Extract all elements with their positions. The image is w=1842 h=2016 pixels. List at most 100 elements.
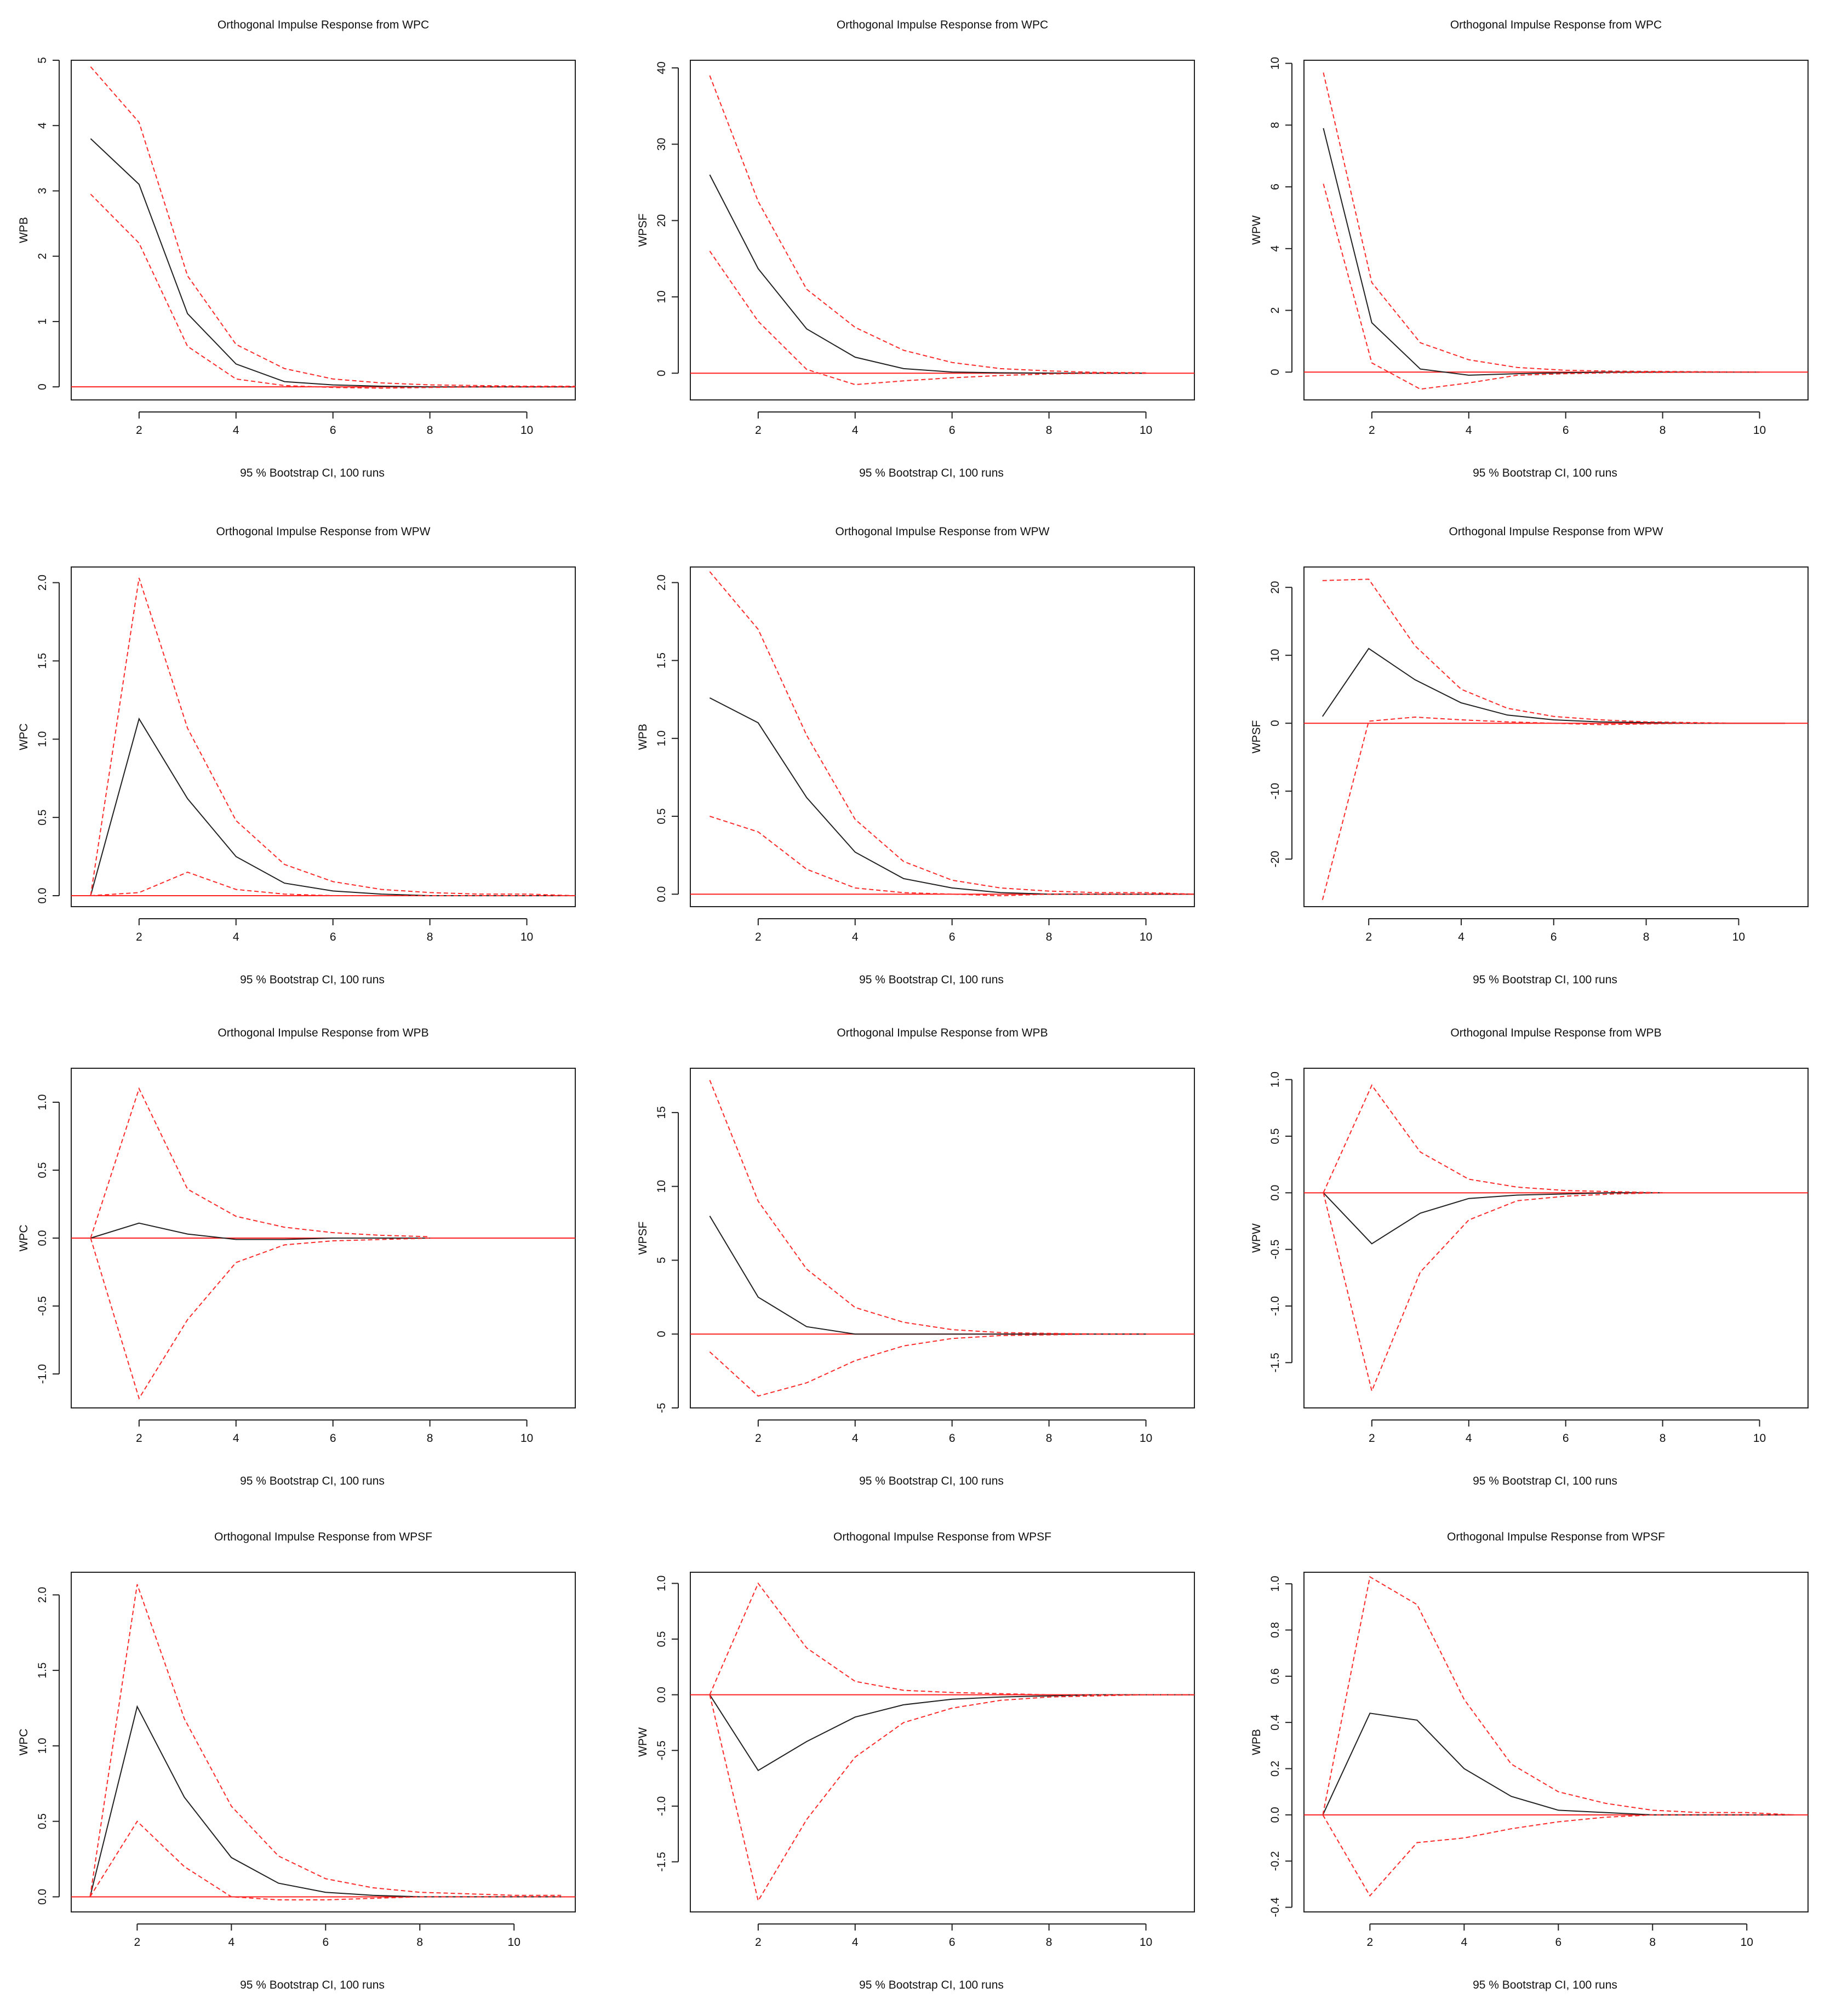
y-tick-label: 0.5 (36, 810, 49, 826)
y-tick-label: 1.0 (655, 1576, 668, 1591)
y-tick-label: 0.0 (36, 887, 49, 903)
y-tick-label: 5 (655, 1257, 668, 1264)
y-axis-label: WPSF (637, 1222, 649, 1255)
y-tick-label: 1 (36, 318, 49, 325)
response-line (709, 1216, 1146, 1335)
irf-chart: Orthogonal Impulse Response from WPW 0.0 0… (637, 525, 1195, 986)
irf-panel: Orthogonal Impulse Response from WPB -1.0… (11, 1019, 614, 1512)
x-tick-label: 10 (1140, 1432, 1152, 1445)
lower-ci-line (1323, 184, 1760, 390)
x-axis-label: 95 % Bootstrap CI, 100 runs (859, 467, 1004, 479)
y-tick-label: -1.5 (1269, 1353, 1282, 1372)
y-axis-label: WPSF (1250, 720, 1263, 754)
x-tick-label: 4 (1461, 1936, 1467, 1949)
y-tick-label: -0.4 (1269, 1897, 1282, 1917)
lower-ci-line (1323, 1192, 1663, 1393)
x-tick-label: 8 (1046, 1936, 1052, 1949)
x-axis-label: 95 % Bootstrap CI, 100 runs (1473, 1475, 1617, 1487)
y-axis-label: WPW (637, 1727, 649, 1757)
x-tick-label: 6 (330, 424, 336, 437)
x-axis-label: 95 % Bootstrap CI, 100 runs (859, 1475, 1004, 1487)
x-tick-label: 2 (1369, 1432, 1375, 1445)
y-tick-label: 3 (36, 188, 49, 194)
plot-frame (1303, 566, 1809, 907)
x-tick-label: 2 (755, 931, 762, 943)
chart-title: Orthogonal Impulse Response from WPW (216, 525, 431, 538)
y-tick-label: 0.0 (36, 1230, 49, 1246)
irf-chart: Orthogonal Impulse Response from WPB -1.5… (1250, 1027, 1809, 1487)
y-tick-label: 1.5 (36, 1663, 49, 1679)
lower-ci-line (709, 1694, 1194, 1903)
y-tick-label: 0 (1269, 720, 1282, 726)
y-tick-label: 5 (36, 57, 49, 64)
y-axis-label: WPB (1250, 1729, 1263, 1755)
chart-title: Orthogonal Impulse Response from WPW (1449, 525, 1663, 538)
y-tick-label: 0.6 (1269, 1668, 1282, 1684)
x-tick-label: 6 (330, 931, 336, 943)
irf-panel: Orthogonal Impulse Response from WPW 0.0 0… (11, 518, 614, 1011)
x-tick-label: 4 (233, 931, 239, 943)
y-tick-label: -20 (1269, 851, 1282, 867)
irf-panel: Orthogonal Impulse Response from WPC 0 2 4 6… (1244, 11, 1842, 504)
y-tick-label: 30 (655, 138, 668, 151)
x-tick-label: 2 (136, 424, 142, 437)
y-tick-label: 15 (655, 1106, 668, 1119)
x-tick-label: 6 (949, 424, 956, 437)
plot-frame (690, 1572, 1195, 1912)
y-tick-label: 0.5 (36, 1813, 49, 1829)
y-tick-label: 0 (655, 1331, 668, 1337)
y-tick-label: 0 (1269, 369, 1282, 375)
lower-ci-line (710, 816, 1194, 897)
y-tick-label: 1.0 (36, 1094, 49, 1110)
x-tick-label: 6 (949, 1936, 956, 1949)
y-tick-label: -5 (655, 1403, 668, 1413)
y-tick-label: 0.5 (655, 1631, 668, 1647)
x-tick-label: 4 (1458, 931, 1465, 943)
x-tick-label: 10 (1753, 1432, 1766, 1445)
lower-ci-line (709, 250, 1146, 386)
y-tick-label: 0.8 (1269, 1622, 1282, 1638)
x-tick-label: 10 (1741, 1936, 1753, 1949)
y-tick-label: 0.0 (655, 886, 668, 902)
y-tick-label: -0.2 (1269, 1851, 1282, 1871)
y-tick-label: 4 (36, 122, 49, 129)
y-tick-label: 10 (1269, 57, 1282, 70)
x-tick-label: 10 (1140, 424, 1152, 437)
y-tick-label: -0.5 (1269, 1240, 1282, 1259)
y-tick-label: 2 (36, 253, 49, 260)
chart-title: Orthogonal Impulse Response from WPSF (1447, 1531, 1665, 1543)
x-tick-label: 4 (1466, 1432, 1472, 1445)
plot-frame (690, 1068, 1195, 1408)
upper-ci-line (709, 1582, 1194, 1696)
irf-chart: Orthogonal Impulse Response from WPC 0 2 4 6… (1250, 19, 1809, 479)
x-axis-label: 95 % Bootstrap CI, 100 runs (240, 467, 385, 479)
y-tick-label: 0.0 (1269, 1185, 1282, 1201)
upper-ci-line (1322, 579, 1785, 724)
y-axis-label: WPC (18, 724, 30, 751)
y-tick-label: 20 (655, 214, 668, 227)
y-tick-label: 0.5 (1269, 1128, 1282, 1144)
x-axis-label: 95 % Bootstrap CI, 100 runs (240, 1475, 385, 1487)
upper-ci-line (90, 66, 575, 387)
y-tick-label: 0.4 (1269, 1714, 1282, 1731)
upper-ci-line (90, 1087, 430, 1239)
x-tick-label: 10 (520, 424, 533, 437)
x-tick-label: 2 (136, 931, 142, 943)
response-line (709, 1694, 1194, 1772)
x-tick-label: 4 (852, 424, 859, 437)
y-tick-label: 1.5 (36, 653, 49, 669)
upper-ci-line (89, 1584, 562, 1897)
upper-ci-line (709, 75, 1146, 374)
x-axis-label: 95 % Bootstrap CI, 100 runs (1473, 467, 1617, 479)
chart-title: Orthogonal Impulse Response from WPC (218, 19, 429, 31)
x-tick-label: 8 (427, 424, 433, 437)
x-tick-label: 4 (852, 931, 859, 943)
plot-frame (690, 566, 1195, 907)
lower-ci-line (709, 1333, 1146, 1397)
y-tick-label: 10 (655, 1180, 668, 1193)
y-tick-label: 2.0 (655, 575, 668, 591)
y-tick-label: 0.0 (655, 1687, 668, 1703)
response-line (1323, 128, 1760, 376)
response-line (90, 1222, 430, 1240)
